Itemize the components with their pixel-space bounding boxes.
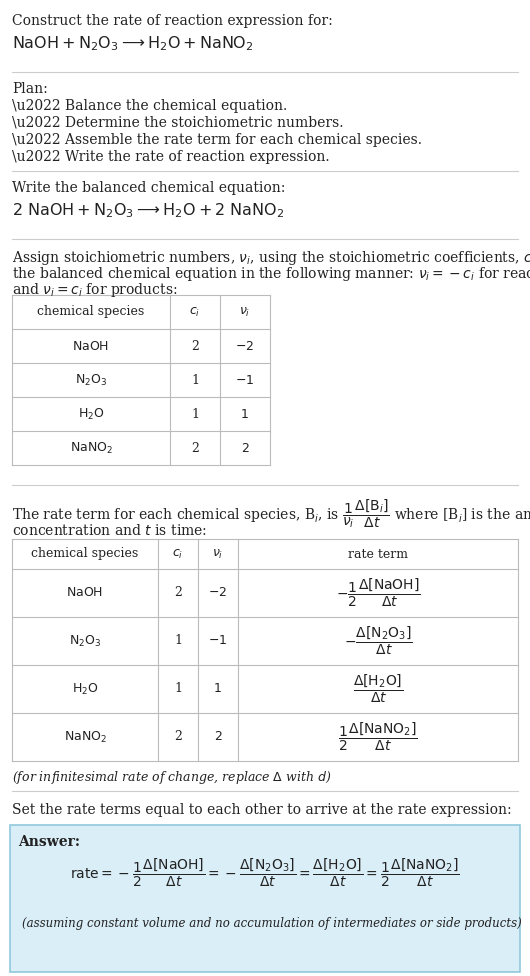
Text: The rate term for each chemical species, B$_i$, is $\dfrac{1}{\nu_i}\dfrac{\Delt: The rate term for each chemical species,… xyxy=(12,497,530,530)
Text: $\mathrm{NaOH + N_2O_3 \longrightarrow H_2O + NaNO_2}$: $\mathrm{NaOH + N_2O_3 \longrightarrow H… xyxy=(12,34,254,53)
Text: $-1$: $-1$ xyxy=(235,374,254,386)
Text: $\dfrac{\Delta[\mathrm{H_2O}]}{\Delta t}$: $\dfrac{\Delta[\mathrm{H_2O}]}{\Delta t}… xyxy=(353,672,403,706)
Text: \u2022 Balance the chemical equation.: \u2022 Balance the chemical equation. xyxy=(12,99,287,113)
Text: $\mathrm{2\ NaOH + N_2O_3 \longrightarrow H_2O + 2\ NaNO_2}$: $\mathrm{2\ NaOH + N_2O_3 \longrightarro… xyxy=(12,201,285,220)
Text: \u2022 Assemble the rate term for each chemical species.: \u2022 Assemble the rate term for each c… xyxy=(12,133,422,147)
Text: Assign stoichiometric numbers, $\nu_i$, using the stoichiometric coefficients, $: Assign stoichiometric numbers, $\nu_i$, … xyxy=(12,249,530,267)
Text: \u2022 Write the rate of reaction expression.: \u2022 Write the rate of reaction expres… xyxy=(12,150,330,164)
Text: chemical species: chemical species xyxy=(31,548,139,560)
Text: Plan:: Plan: xyxy=(12,82,48,96)
Text: (for infinitesimal rate of change, replace $\Delta$ with $d$): (for infinitesimal rate of change, repla… xyxy=(12,769,331,786)
Text: 1: 1 xyxy=(191,408,199,421)
Text: 1: 1 xyxy=(174,634,182,647)
Text: $-\dfrac{1}{2}\dfrac{\Delta[\mathrm{NaOH}]}{\Delta t}$: $-\dfrac{1}{2}\dfrac{\Delta[\mathrm{NaOH… xyxy=(335,577,420,609)
Text: $\nu_i$: $\nu_i$ xyxy=(240,305,251,318)
Text: $-2$: $-2$ xyxy=(235,340,254,352)
Text: \u2022 Determine the stoichiometric numbers.: \u2022 Determine the stoichiometric numb… xyxy=(12,116,343,130)
Text: 2: 2 xyxy=(174,730,182,744)
Text: 1: 1 xyxy=(191,374,199,386)
Text: concentration and $t$ is time:: concentration and $t$ is time: xyxy=(12,523,207,538)
Text: $c_i$: $c_i$ xyxy=(172,548,183,560)
Text: $\mathrm{H_2O}$: $\mathrm{H_2O}$ xyxy=(72,681,98,697)
Text: $\mathrm{NaOH}$: $\mathrm{NaOH}$ xyxy=(66,587,103,599)
Text: $-\dfrac{\Delta[\mathrm{N_2O_3}]}{\Delta t}$: $-\dfrac{\Delta[\mathrm{N_2O_3}]}{\Delta… xyxy=(343,625,412,657)
Text: $\mathrm{H_2O}$: $\mathrm{H_2O}$ xyxy=(78,406,104,422)
Text: 1: 1 xyxy=(241,408,249,421)
Text: 1: 1 xyxy=(214,682,222,696)
Text: 2: 2 xyxy=(214,730,222,744)
Text: $\mathrm{NaOH}$: $\mathrm{NaOH}$ xyxy=(73,340,110,352)
Text: 2: 2 xyxy=(191,441,199,455)
Text: rate term: rate term xyxy=(348,548,408,560)
Text: (assuming constant volume and no accumulation of intermediates or side products): (assuming constant volume and no accumul… xyxy=(22,917,522,930)
Text: 2: 2 xyxy=(174,587,182,599)
Text: Answer:: Answer: xyxy=(18,835,80,849)
Text: $\mathrm{NaNO_2}$: $\mathrm{NaNO_2}$ xyxy=(69,440,112,456)
Text: $-1$: $-1$ xyxy=(208,634,227,647)
Text: Write the balanced chemical equation:: Write the balanced chemical equation: xyxy=(12,181,285,195)
Text: Construct the rate of reaction expression for:: Construct the rate of reaction expressio… xyxy=(12,14,333,28)
Text: 2: 2 xyxy=(241,441,249,455)
Text: and $\nu_i = c_i$ for products:: and $\nu_i = c_i$ for products: xyxy=(12,281,178,299)
Text: $\mathrm{rate} = -\dfrac{1}{2}\dfrac{\Delta[\mathrm{NaOH}]}{\Delta t} = -\dfrac{: $\mathrm{rate} = -\dfrac{1}{2}\dfrac{\De… xyxy=(70,857,460,889)
Text: $\nu_i$: $\nu_i$ xyxy=(213,548,224,560)
Text: $\dfrac{1}{2}\dfrac{\Delta[\mathrm{NaNO_2}]}{\Delta t}$: $\dfrac{1}{2}\dfrac{\Delta[\mathrm{NaNO_… xyxy=(338,721,418,753)
Text: $\mathrm{N_2O_3}$: $\mathrm{N_2O_3}$ xyxy=(69,633,101,648)
Text: $-2$: $-2$ xyxy=(208,587,227,599)
Text: $c_i$: $c_i$ xyxy=(189,305,201,318)
Text: 1: 1 xyxy=(174,682,182,696)
Text: $\mathrm{N_2O_3}$: $\mathrm{N_2O_3}$ xyxy=(75,373,107,387)
Text: $\mathrm{NaNO_2}$: $\mathrm{NaNO_2}$ xyxy=(64,729,107,745)
Text: the balanced chemical equation in the following manner: $\nu_i = -c_i$ for react: the balanced chemical equation in the fo… xyxy=(12,265,530,283)
Text: chemical species: chemical species xyxy=(38,305,145,318)
FancyBboxPatch shape xyxy=(10,825,520,972)
Text: Set the rate terms equal to each other to arrive at the rate expression:: Set the rate terms equal to each other t… xyxy=(12,803,511,817)
Text: 2: 2 xyxy=(191,340,199,352)
